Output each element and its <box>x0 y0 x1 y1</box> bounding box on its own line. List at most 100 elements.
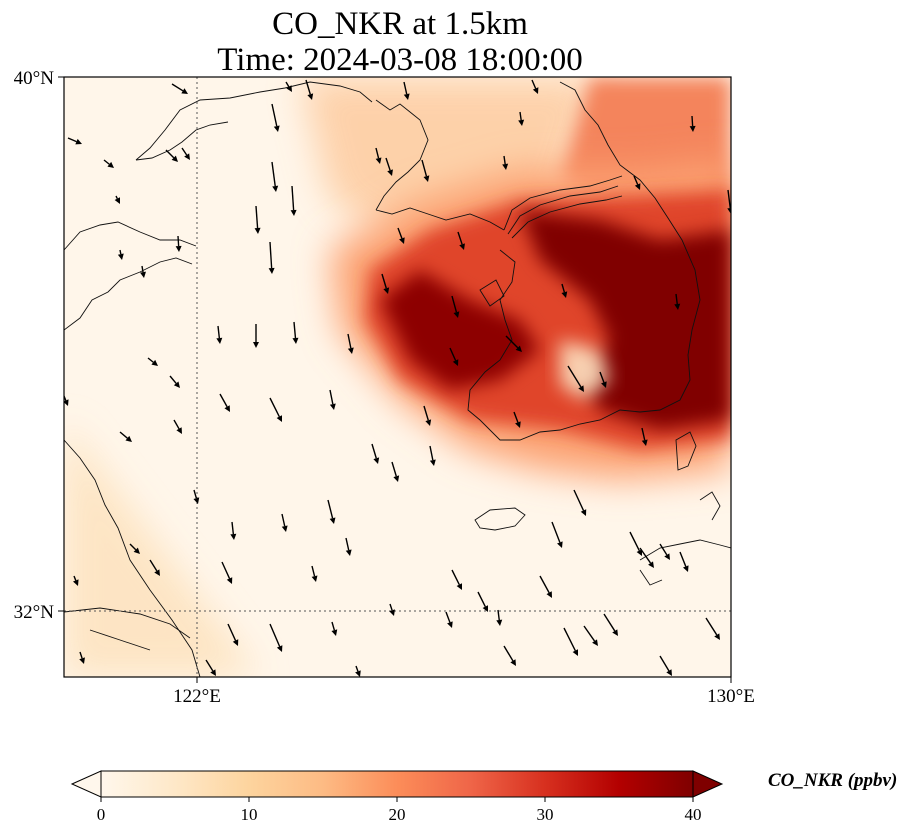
wind-vector <box>679 551 687 567</box>
wind-vector-head <box>727 207 731 214</box>
wind-vector-head <box>273 125 280 132</box>
wind-vector-head <box>230 533 237 540</box>
wind-vector-head <box>502 163 509 170</box>
wind-vector <box>371 443 377 459</box>
wind-vector <box>659 543 668 556</box>
wind-vector-head <box>72 579 79 586</box>
wind-vector <box>165 149 175 159</box>
colorbar-extend-min <box>70 770 102 798</box>
wind-vector-head <box>276 415 282 422</box>
wind-vector-head <box>268 267 275 274</box>
wind-vector <box>727 189 731 209</box>
wind-vector-head <box>254 227 261 234</box>
wind-vector-head <box>181 88 188 94</box>
wind-vector-head <box>578 385 584 392</box>
wind-vector-head <box>664 553 670 560</box>
wind-vector-head <box>329 517 336 524</box>
colorbar-tick-40: 40 <box>685 805 702 824</box>
wind-vector <box>389 603 393 611</box>
wind-vector-head <box>216 337 223 344</box>
wind-vector-head <box>272 185 279 192</box>
wind-vector <box>563 627 576 651</box>
wind-vector-head <box>253 342 259 348</box>
wind-vector-head <box>641 439 648 446</box>
wind-vector <box>205 659 214 672</box>
wind-vector-head <box>456 583 462 590</box>
wind-vector-head <box>232 639 239 646</box>
wind-vector <box>573 489 585 511</box>
wind-vector <box>531 79 537 89</box>
wind-vector <box>457 231 463 245</box>
wind-vector <box>421 159 428 177</box>
wind-vector-head <box>329 403 336 410</box>
wind-vector-head <box>307 93 314 100</box>
wind-vector <box>345 537 350 551</box>
colorbar-tick-10: 10 <box>241 805 258 824</box>
wind-vector-head <box>634 183 641 190</box>
wind-vector <box>169 375 177 384</box>
wind-vector-head <box>226 577 233 584</box>
wind-vector <box>291 185 295 211</box>
wind-vector-head <box>515 421 521 428</box>
wind-vector-head <box>107 161 114 168</box>
wind-vector <box>385 157 391 171</box>
wind-vector-head <box>117 253 124 260</box>
wind-vector <box>503 645 514 662</box>
wind-vector-head <box>173 381 180 388</box>
wind-vector-head <box>345 549 352 556</box>
wind-vector <box>497 609 500 621</box>
wind-vector-head <box>423 175 430 182</box>
wind-vector <box>271 161 276 187</box>
wind-vector-head <box>425 419 432 426</box>
wind-vector-head <box>580 509 587 516</box>
wind-vector-head <box>210 669 216 676</box>
wind-vector <box>551 521 561 543</box>
wind-vector-head <box>171 155 178 162</box>
wind-vector-head <box>133 547 140 554</box>
wind-vector-head <box>140 271 146 278</box>
colorbar-tick-20: 20 <box>389 805 406 824</box>
wind-vector <box>221 561 231 579</box>
wind-vector-head <box>75 138 82 145</box>
coastlines <box>64 81 731 677</box>
wind-vector-head <box>648 561 654 568</box>
wind-vector <box>599 371 605 383</box>
wind-vector <box>331 621 336 631</box>
wind-vector-head <box>674 303 681 310</box>
wind-vector <box>329 389 334 405</box>
wind-vector-head <box>546 591 552 598</box>
wind-vector <box>193 489 198 499</box>
wind-vector <box>327 499 334 519</box>
wind-vector-head <box>184 153 190 160</box>
wind-vector <box>539 575 550 594</box>
wind-vector-head <box>510 659 516 666</box>
wind-vector-head <box>714 633 720 640</box>
wind-vector-head <box>151 359 158 366</box>
wind-vector <box>311 565 316 577</box>
colorbar-bar <box>101 771 693 797</box>
wind-vector-head <box>636 549 642 556</box>
wind-vector-head <box>612 629 618 636</box>
wind-vector <box>355 665 359 672</box>
wind-vector <box>67 137 77 143</box>
wind-vector-head <box>383 287 390 294</box>
wind-vector-head <box>355 670 361 677</box>
wind-vectors <box>64 79 731 677</box>
wind-vector-head <box>666 669 672 676</box>
wind-vector <box>129 543 137 551</box>
wind-vector <box>217 325 221 339</box>
wind-vector <box>231 521 235 535</box>
wind-vector-head <box>290 209 297 216</box>
wind-vector <box>505 335 519 349</box>
wind-vector-head <box>557 541 563 548</box>
lon-tick-130: 130°E <box>707 686 755 707</box>
wind-vector-head <box>154 569 160 576</box>
wind-vector <box>375 147 380 159</box>
map-title-line1: CO_NKR at 1.5km <box>272 6 528 42</box>
wind-vector-head <box>393 475 400 482</box>
wind-vector <box>181 147 188 156</box>
colorbar-tick-30: 30 <box>537 805 554 824</box>
wind-vector-head <box>276 645 283 652</box>
wind-vector-head <box>532 87 539 94</box>
